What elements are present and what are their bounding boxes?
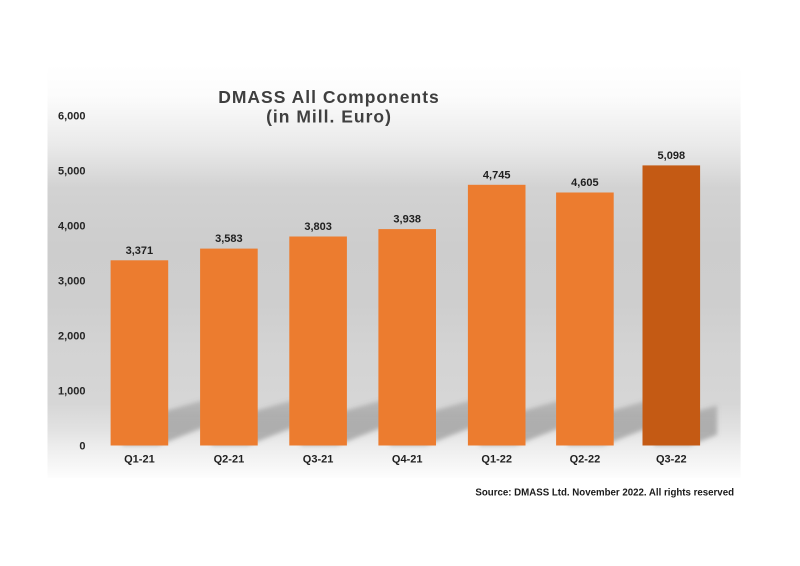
svg-text:3,000: 3,000: [58, 276, 86, 288]
svg-text:6,000: 6,000: [58, 111, 86, 123]
svg-text:4,605: 4,605: [571, 177, 599, 189]
svg-text:4,000: 4,000: [58, 221, 86, 233]
svg-text:1,000: 1,000: [58, 386, 86, 398]
svg-text:Q3-22: Q3-22: [656, 454, 687, 466]
svg-text:3,583: 3,583: [215, 233, 243, 245]
svg-text:3,803: 3,803: [304, 221, 332, 233]
svg-text:Q4-21: Q4-21: [392, 454, 423, 466]
svg-text:3,371: 3,371: [126, 245, 154, 257]
svg-text:0: 0: [79, 440, 85, 452]
svg-text:5,000: 5,000: [58, 166, 86, 178]
svg-text:4,745: 4,745: [483, 169, 511, 181]
svg-text:2,000: 2,000: [58, 331, 86, 343]
svg-text:Source: DMASS Ltd. November 20: Source: DMASS Ltd. November 2022. All ri…: [475, 487, 734, 498]
svg-text:Q2-22: Q2-22: [570, 454, 601, 466]
svg-text:Q2-21: Q2-21: [214, 454, 245, 466]
svg-text:Q1-21: Q1-21: [124, 454, 155, 466]
svg-text:Q3-21: Q3-21: [303, 454, 334, 466]
svg-text:5,098: 5,098: [658, 150, 686, 162]
svg-text:(in Mill. Euro): (in Mill. Euro): [266, 107, 392, 127]
svg-text:Q1-22: Q1-22: [481, 454, 512, 466]
svg-text:DMASS All Components: DMASS All Components: [218, 87, 440, 107]
svg-text:3,938: 3,938: [393, 214, 421, 226]
